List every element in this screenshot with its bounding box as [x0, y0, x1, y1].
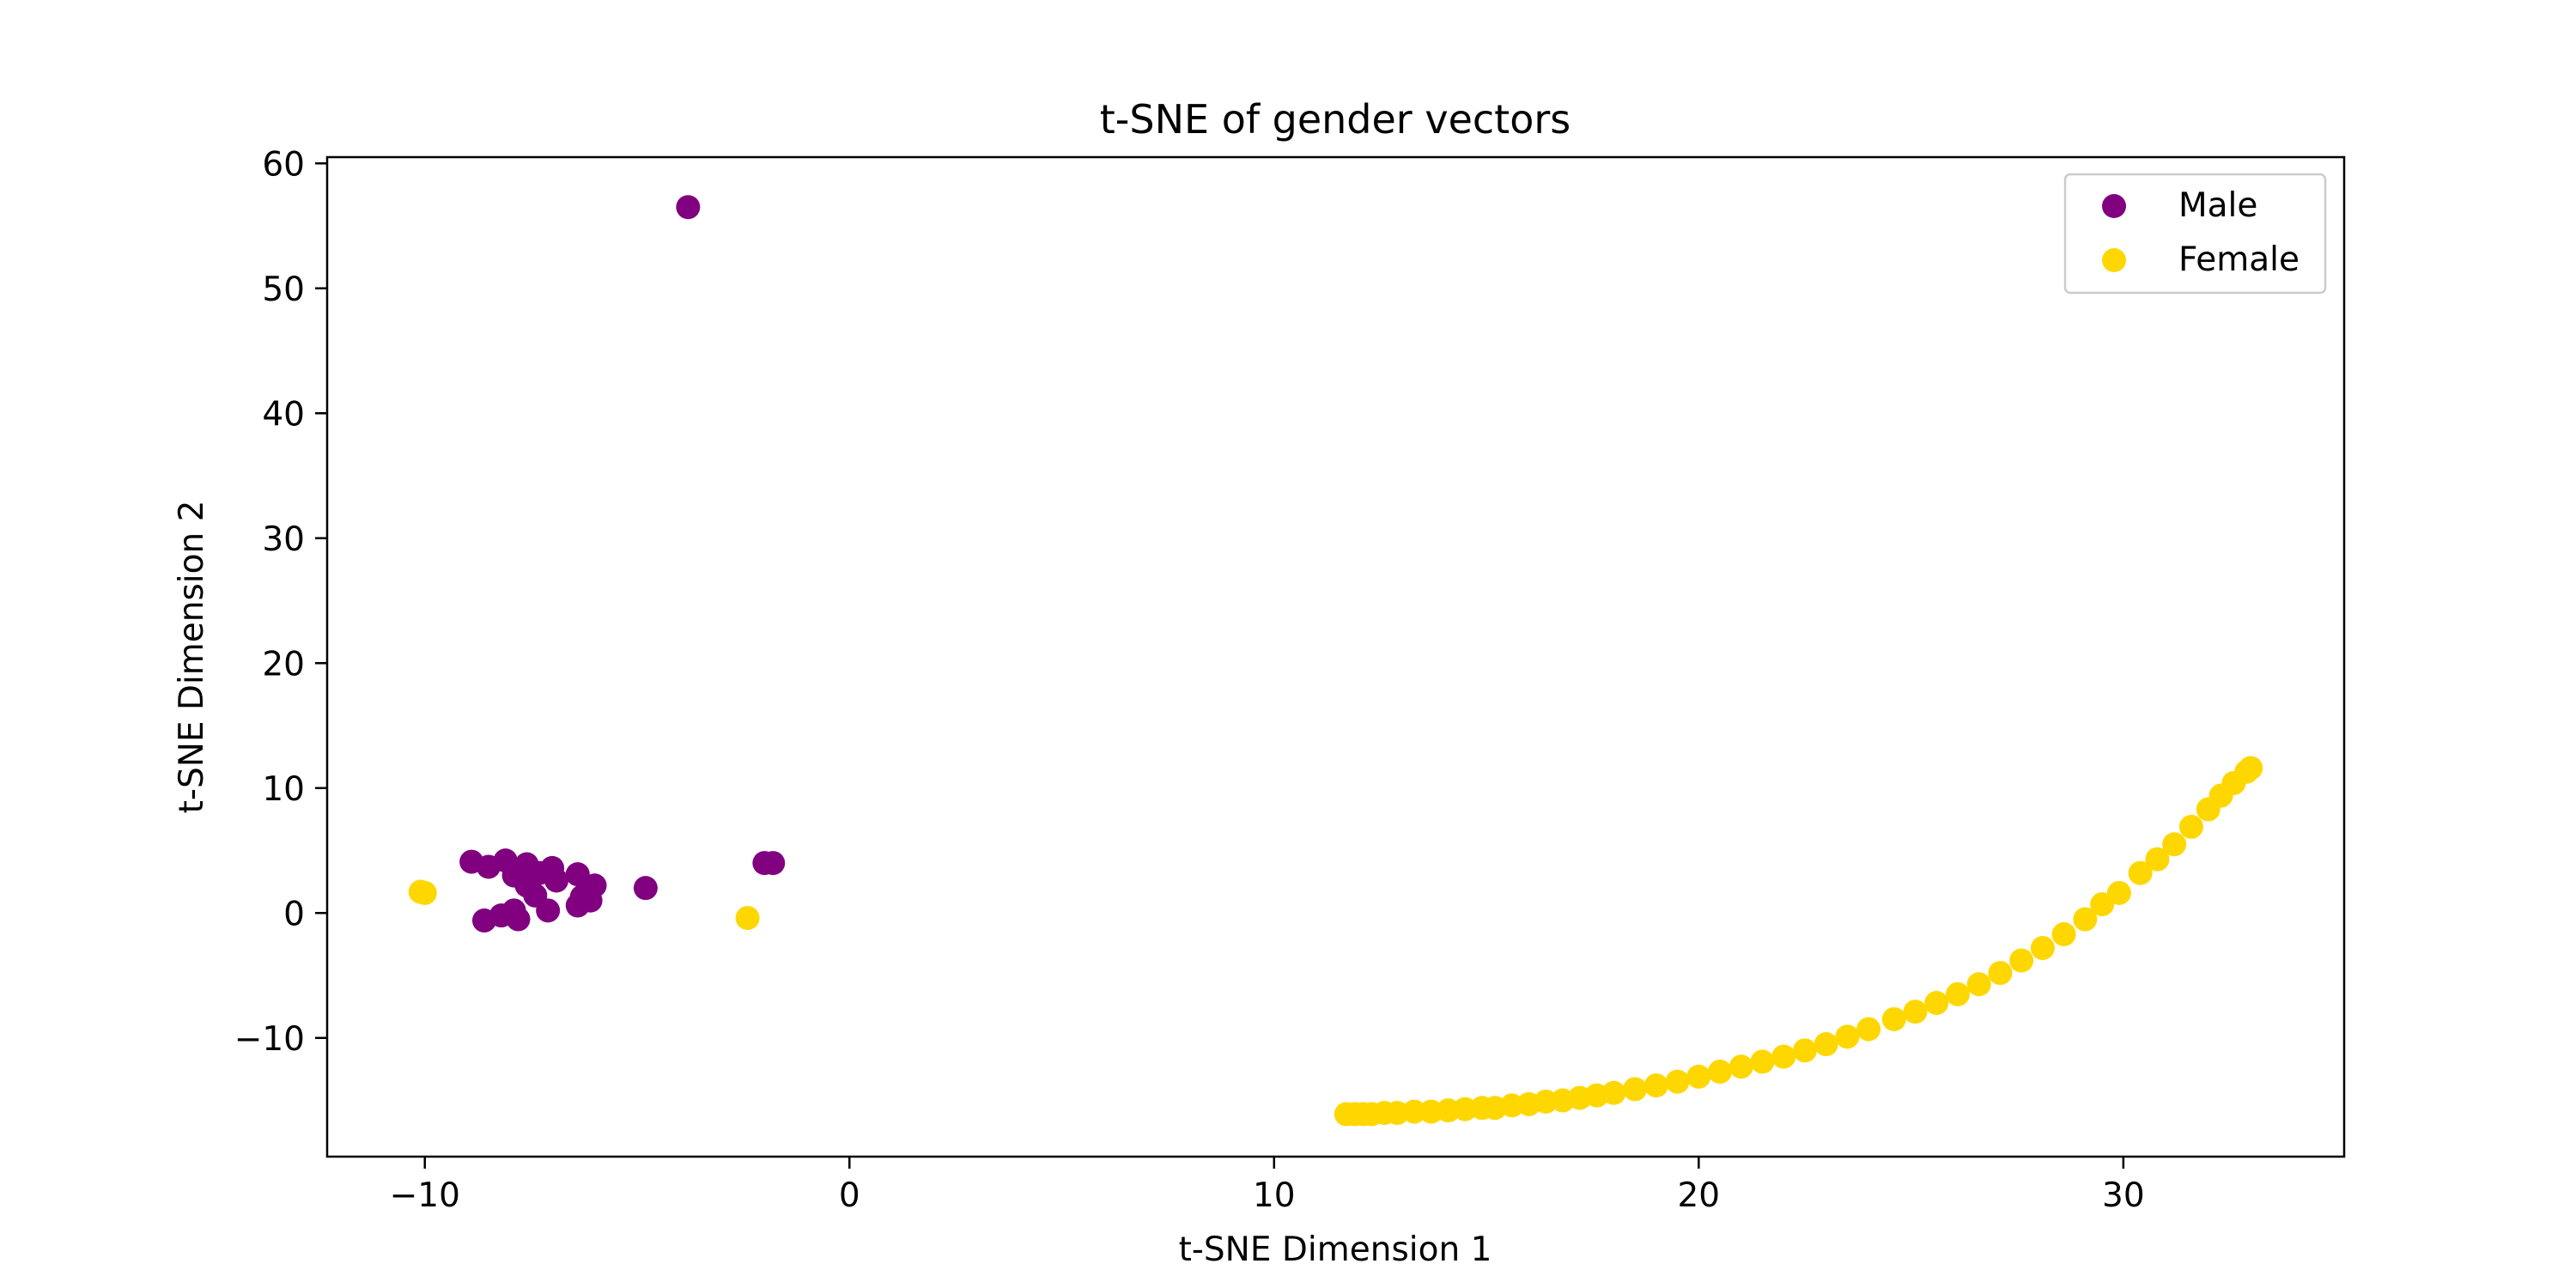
point-male-20: [536, 898, 561, 923]
legend-marker-female: [2102, 248, 2126, 272]
point-male-8: [544, 868, 569, 893]
point-male-9: [565, 862, 590, 887]
legend-label-male: Male: [2178, 186, 2257, 225]
point-female-33: [1856, 1017, 1881, 1042]
chart-title: t-SNE of gender vectors: [1100, 96, 1571, 143]
legend-frame: [2063, 173, 2327, 295]
plot-frame: [325, 155, 2346, 1158]
point-female-34: [1881, 1006, 1906, 1031]
point-male-0: [676, 195, 701, 220]
points-layer: [408, 195, 2263, 1127]
y-tick-label-6: 50: [262, 270, 305, 309]
point-female-28: [1750, 1049, 1775, 1074]
x-axis-label: t-SNE Dimension 1: [1179, 1230, 1492, 1269]
point-female-25: [1686, 1064, 1711, 1089]
point-male-19: [506, 907, 531, 932]
point-female-21: [1601, 1080, 1626, 1105]
point-female-48: [2162, 832, 2187, 857]
point-female-47: [2145, 847, 2170, 872]
x-tick-label-4: 30: [2102, 1176, 2145, 1215]
y-tick-label-5: 40: [262, 395, 305, 434]
y-tick-label-2: 10: [262, 770, 305, 809]
point-male-21: [633, 876, 658, 901]
point-female-2: [735, 906, 760, 931]
point-female-35: [1903, 999, 1928, 1024]
point-female-36: [1924, 991, 1949, 1016]
point-female-32: [1835, 1024, 1860, 1049]
point-female-44: [2090, 892, 2115, 917]
point-female-30: [1792, 1038, 1817, 1063]
point-female-39: [1988, 961, 2013, 986]
point-female-1: [412, 880, 437, 905]
point-female-24: [1665, 1069, 1690, 1094]
point-female-54: [2239, 756, 2263, 781]
point-female-37: [1945, 981, 1970, 1006]
point-female-38: [1966, 972, 1991, 997]
legend: Male Female: [2063, 173, 2327, 295]
point-female-40: [2009, 948, 2034, 973]
y-tick-label-7: 60: [262, 145, 305, 184]
y-tick-label-0: −10: [234, 1020, 305, 1059]
point-female-9: [1401, 1099, 1426, 1124]
point-female-22: [1623, 1077, 1648, 1102]
y-tick-label-1: 0: [283, 895, 305, 933]
legend-label-female: Female: [2178, 240, 2300, 279]
x-tick-label-0: −10: [390, 1176, 460, 1215]
legend-marker-male: [2102, 194, 2126, 218]
point-female-29: [1771, 1044, 1796, 1069]
point-female-27: [1728, 1054, 1753, 1079]
point-female-31: [1814, 1032, 1838, 1057]
point-female-46: [2128, 860, 2153, 885]
x-tick-label-1: 0: [839, 1176, 860, 1215]
point-male-23: [761, 851, 786, 876]
y-axis-label: t-SNE Dimension 2: [173, 501, 211, 814]
point-female-43: [2073, 907, 2098, 932]
point-male-15: [565, 893, 590, 918]
x-tick-label-3: 20: [1677, 1176, 1720, 1215]
point-female-23: [1643, 1073, 1668, 1098]
point-female-49: [2178, 814, 2203, 839]
x-axis: −10 0 10 20 30: [390, 1157, 2145, 1215]
point-female-42: [2051, 922, 2076, 947]
x-tick-label-2: 10: [1253, 1176, 1296, 1215]
point-female-26: [1708, 1060, 1733, 1084]
point-female-41: [2030, 936, 2055, 961]
y-tick-label-4: 30: [262, 520, 305, 559]
y-tick-label-3: 20: [262, 645, 305, 683]
point-female-45: [2106, 880, 2131, 905]
y-axis: −10 0 10 20 30 40 50 60: [234, 145, 327, 1059]
